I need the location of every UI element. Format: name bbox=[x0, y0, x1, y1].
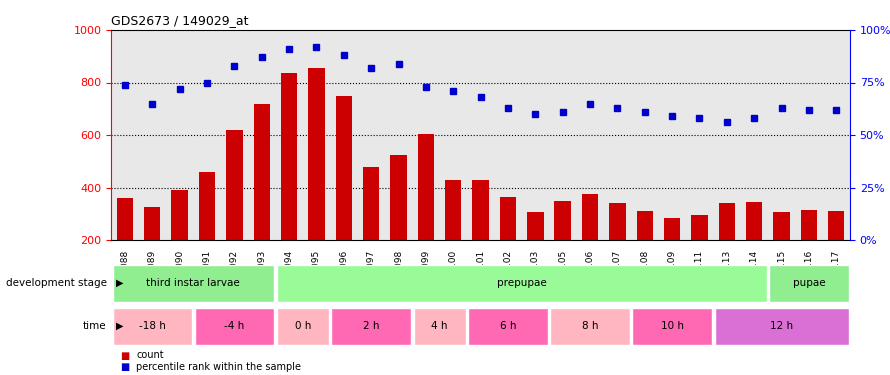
Bar bbox=[554, 201, 570, 240]
Bar bbox=[198, 172, 215, 240]
Text: pupae: pupae bbox=[793, 278, 825, 288]
Bar bbox=[636, 211, 653, 240]
Bar bbox=[195, 308, 274, 345]
Bar bbox=[417, 134, 434, 240]
Text: development stage: development stage bbox=[6, 278, 107, 288]
Bar bbox=[692, 215, 708, 240]
Bar bbox=[550, 308, 630, 345]
Bar bbox=[769, 265, 848, 302]
Text: -18 h: -18 h bbox=[139, 321, 166, 331]
Bar bbox=[277, 265, 766, 302]
Text: ■: ■ bbox=[120, 351, 129, 360]
Text: prepupae: prepupae bbox=[497, 278, 546, 288]
Bar bbox=[715, 308, 848, 345]
Text: 4 h: 4 h bbox=[432, 321, 448, 331]
Text: count: count bbox=[136, 351, 164, 360]
Bar bbox=[828, 211, 845, 240]
Text: 10 h: 10 h bbox=[660, 321, 684, 331]
Bar bbox=[308, 68, 325, 240]
Text: 6 h: 6 h bbox=[499, 321, 516, 331]
Bar bbox=[664, 217, 680, 240]
Text: 2 h: 2 h bbox=[363, 321, 379, 331]
Bar bbox=[746, 202, 763, 240]
Text: GDS2673 / 149029_at: GDS2673 / 149029_at bbox=[111, 15, 248, 27]
Bar bbox=[500, 196, 516, 240]
Text: -4 h: -4 h bbox=[224, 321, 245, 331]
Text: time: time bbox=[83, 321, 107, 331]
Text: 12 h: 12 h bbox=[770, 321, 793, 331]
Bar bbox=[582, 194, 598, 240]
Bar bbox=[331, 308, 411, 345]
Bar bbox=[718, 203, 735, 240]
Text: 8 h: 8 h bbox=[582, 321, 598, 331]
Bar bbox=[281, 74, 297, 240]
Text: ■: ■ bbox=[120, 362, 129, 372]
Bar bbox=[801, 210, 817, 240]
Text: ▶: ▶ bbox=[116, 321, 123, 331]
Bar bbox=[773, 212, 789, 240]
Bar bbox=[414, 308, 465, 345]
Bar bbox=[113, 265, 274, 302]
Text: 0 h: 0 h bbox=[295, 321, 311, 331]
Bar bbox=[336, 96, 352, 240]
Bar bbox=[113, 308, 192, 345]
Bar bbox=[633, 308, 712, 345]
Bar bbox=[277, 308, 328, 345]
Bar bbox=[254, 104, 270, 240]
Bar bbox=[609, 203, 626, 240]
Bar bbox=[468, 308, 547, 345]
Bar bbox=[445, 180, 461, 240]
Bar bbox=[363, 166, 379, 240]
Bar bbox=[117, 198, 134, 240]
Bar bbox=[527, 212, 544, 240]
Bar bbox=[391, 154, 407, 240]
Bar bbox=[226, 130, 243, 240]
Bar bbox=[473, 180, 489, 240]
Bar bbox=[144, 207, 160, 240]
Text: percentile rank within the sample: percentile rank within the sample bbox=[136, 362, 301, 372]
Bar bbox=[172, 190, 188, 240]
Text: ▶: ▶ bbox=[116, 278, 123, 288]
Text: third instar larvae: third instar larvae bbox=[147, 278, 240, 288]
